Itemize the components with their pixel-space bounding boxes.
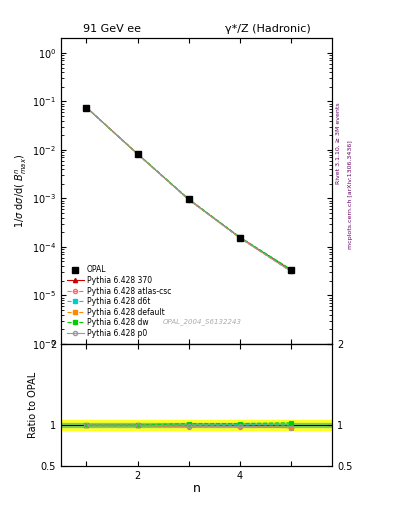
Bar <box>61 423 332 427</box>
Text: Rivet 3.1.10, ≥ 3M events: Rivet 3.1.10, ≥ 3M events <box>336 102 341 184</box>
Text: 91 GeV ee: 91 GeV ee <box>83 24 141 34</box>
Text: OPAL_2004_S6132243: OPAL_2004_S6132243 <box>162 318 241 326</box>
Y-axis label: 1/$\sigma$ d$\sigma$/d( $B^n_{max}$): 1/$\sigma$ d$\sigma$/d( $B^n_{max}$) <box>14 154 29 228</box>
Legend: OPAL, Pythia 6.428 370, Pythia 6.428 atlas-csc, Pythia 6.428 d6t, Pythia 6.428 d: OPAL, Pythia 6.428 370, Pythia 6.428 atl… <box>65 263 174 340</box>
X-axis label: n: n <box>193 482 200 495</box>
Text: mcplots.cern.ch [arXiv:1306.3436]: mcplots.cern.ch [arXiv:1306.3436] <box>348 140 353 249</box>
Text: γ*/Z (Hadronic): γ*/Z (Hadronic) <box>225 24 310 34</box>
Bar <box>61 420 332 430</box>
Y-axis label: Ratio to OPAL: Ratio to OPAL <box>28 372 38 438</box>
